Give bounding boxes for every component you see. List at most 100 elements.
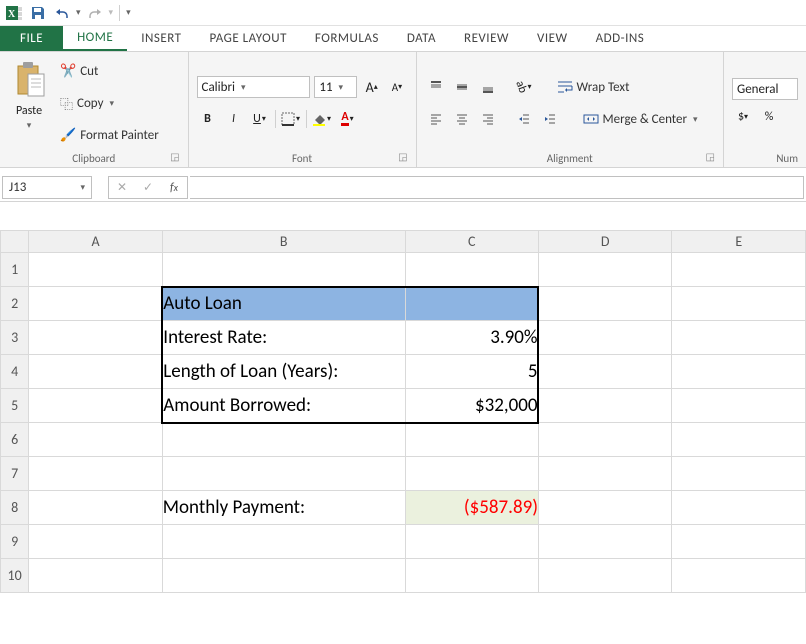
format-painter-button[interactable]: 🖌️Format Painter: [56, 126, 163, 145]
cell-D2[interactable]: [538, 287, 671, 321]
cell-E3[interactable]: [672, 321, 806, 355]
cell-E10[interactable]: [672, 559, 806, 593]
row-header-1[interactable]: 1: [1, 253, 29, 287]
insert-function-icon[interactable]: fx: [161, 177, 187, 199]
cell-E9[interactable]: [672, 525, 806, 559]
cell-C5[interactable]: $32,000: [405, 389, 538, 423]
formula-bar-input[interactable]: [190, 176, 804, 199]
cell-D6[interactable]: [538, 423, 671, 457]
cell-C8[interactable]: ($587.89): [405, 491, 538, 525]
tab-review[interactable]: REVIEW: [450, 26, 523, 51]
tab-page-layout[interactable]: PAGE LAYOUT: [196, 26, 301, 51]
orientation-button[interactable]: ab▾: [513, 76, 535, 98]
increase-indent-icon[interactable]: [539, 108, 561, 130]
cell-D7[interactable]: [538, 457, 671, 491]
cell-E8[interactable]: [672, 491, 806, 525]
cell-D8[interactable]: [538, 491, 671, 525]
col-header-C[interactable]: C: [405, 231, 538, 253]
tab-file[interactable]: FILE: [0, 26, 63, 51]
row-header-3[interactable]: 3: [1, 321, 29, 355]
row-header-7[interactable]: 7: [1, 457, 29, 491]
bold-button[interactable]: B: [197, 108, 219, 130]
italic-button[interactable]: I: [223, 108, 245, 130]
cell-B8[interactable]: Monthly Payment:: [162, 491, 405, 525]
alignment-launcher-icon[interactable]: ◲: [706, 150, 715, 163]
tab-view[interactable]: VIEW: [523, 26, 582, 51]
merge-center-button[interactable]: Merge & Center▾: [579, 110, 702, 129]
clipboard-launcher-icon[interactable]: ◲: [170, 150, 179, 163]
row-header-10[interactable]: 10: [1, 559, 29, 593]
qat-customize-icon[interactable]: ▾: [126, 7, 131, 18]
paste-button[interactable]: Paste ▾: [8, 56, 50, 150]
cell-A6[interactable]: [29, 423, 162, 457]
increase-font-icon[interactable]: A▴: [361, 76, 382, 98]
redo-dropdown-icon[interactable]: ▾: [109, 7, 114, 18]
cut-button[interactable]: ✂️Cut: [56, 62, 163, 81]
decrease-indent-icon[interactable]: [513, 108, 535, 130]
tab-formulas[interactable]: FORMULAS: [301, 26, 393, 51]
col-header-B[interactable]: B: [162, 231, 405, 253]
cell-E7[interactable]: [672, 457, 806, 491]
underline-button[interactable]: U▾: [249, 108, 271, 130]
name-box[interactable]: J13▾: [2, 176, 92, 199]
cell-A3[interactable]: [29, 321, 162, 355]
row-header-6[interactable]: 6: [1, 423, 29, 457]
cell-C4[interactable]: 5: [405, 355, 538, 389]
fill-color-button[interactable]: ▾: [311, 108, 333, 130]
row-header-8[interactable]: 8: [1, 491, 29, 525]
font-name-combo[interactable]: Calibri▾: [197, 76, 311, 98]
cancel-formula-icon[interactable]: ✕: [109, 177, 135, 199]
align-top-icon[interactable]: [425, 76, 447, 98]
cell-A10[interactable]: [29, 559, 162, 593]
row-header-2[interactable]: 2: [1, 287, 29, 321]
align-middle-icon[interactable]: [451, 76, 473, 98]
cell-B6[interactable]: [162, 423, 405, 457]
row-header-4[interactable]: 4: [1, 355, 29, 389]
cell-E2[interactable]: [672, 287, 806, 321]
save-icon[interactable]: [28, 3, 48, 23]
cell-C9[interactable]: [405, 525, 538, 559]
cell-A8[interactable]: [29, 491, 162, 525]
cell-B10[interactable]: [162, 559, 405, 593]
align-bottom-icon[interactable]: [477, 76, 499, 98]
cell-B7[interactable]: [162, 457, 405, 491]
cell-D10[interactable]: [538, 559, 671, 593]
cell-A5[interactable]: [29, 389, 162, 423]
cell-C10[interactable]: [405, 559, 538, 593]
cell-D4[interactable]: [538, 355, 671, 389]
cell-E4[interactable]: [672, 355, 806, 389]
cell-D3[interactable]: [538, 321, 671, 355]
cell-B9[interactable]: [162, 525, 405, 559]
cell-A9[interactable]: [29, 525, 162, 559]
cell-E1[interactable]: [672, 253, 806, 287]
cell-B4[interactable]: Length of Loan (Years):: [162, 355, 405, 389]
tab-insert[interactable]: INSERT: [127, 26, 195, 51]
font-launcher-icon[interactable]: ◲: [398, 150, 407, 163]
align-center-icon[interactable]: [451, 108, 473, 130]
cell-B2[interactable]: Auto Loan: [162, 287, 405, 321]
decrease-font-icon[interactable]: A▾: [386, 76, 407, 98]
select-all-corner[interactable]: [1, 231, 29, 253]
tab-data[interactable]: DATA: [393, 26, 450, 51]
font-size-combo[interactable]: 11▾: [314, 76, 357, 98]
row-header-5[interactable]: 5: [1, 389, 29, 423]
enter-formula-icon[interactable]: ✓: [135, 177, 161, 199]
cell-B1[interactable]: [162, 253, 405, 287]
cell-D5[interactable]: [538, 389, 671, 423]
col-header-E[interactable]: E: [672, 231, 806, 253]
redo-icon[interactable]: [85, 3, 105, 23]
cell-C7[interactable]: [405, 457, 538, 491]
cell-C6[interactable]: [405, 423, 538, 457]
cell-A1[interactable]: [29, 253, 162, 287]
number-format-combo[interactable]: General: [732, 78, 798, 100]
align-left-icon[interactable]: [425, 108, 447, 130]
cell-A7[interactable]: [29, 457, 162, 491]
col-header-D[interactable]: D: [538, 231, 671, 253]
copy-button[interactable]: ⿻Copy▾: [56, 92, 163, 115]
cell-E6[interactable]: [672, 423, 806, 457]
col-header-A[interactable]: A: [29, 231, 162, 253]
cell-C2[interactable]: [405, 287, 538, 321]
cell-D9[interactable]: [538, 525, 671, 559]
undo-icon[interactable]: [52, 3, 72, 23]
cell-C1[interactable]: [405, 253, 538, 287]
